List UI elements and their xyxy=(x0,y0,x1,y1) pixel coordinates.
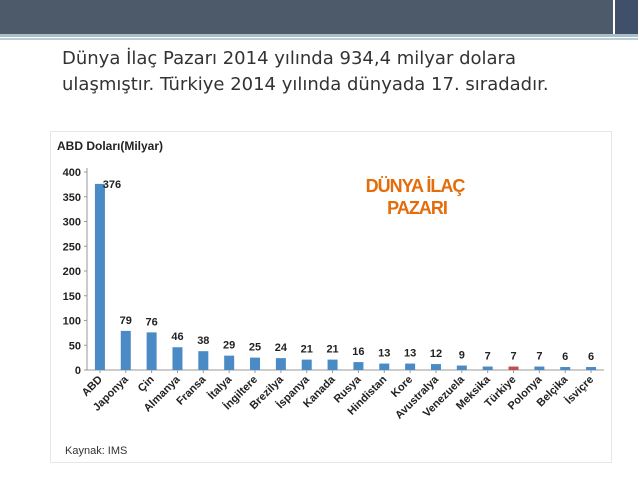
subtitle-line-1: Dünya İlaç Pazarı 2014 yılında 934,4 mil… xyxy=(62,48,516,69)
data-label: 13 xyxy=(404,348,416,360)
data-label: 25 xyxy=(249,342,261,354)
y-tick-label: 100 xyxy=(63,316,81,328)
y-axis-label: ABD Doları(Milyar) xyxy=(57,139,163,153)
bar xyxy=(482,366,493,370)
bar xyxy=(172,347,183,370)
bar xyxy=(353,362,364,370)
slide-subtitle: Dünya İlaç Pazarı 2014 yılında 934,4 mil… xyxy=(62,46,622,98)
bar xyxy=(275,358,286,370)
data-label: 38 xyxy=(197,335,209,347)
data-label: 376 xyxy=(103,179,121,191)
data-label: 9 xyxy=(459,350,465,362)
data-label: 6 xyxy=(562,351,568,363)
data-label: 46 xyxy=(171,331,183,343)
bar xyxy=(456,365,467,370)
bar xyxy=(430,364,441,370)
subtitle-line-2: ulaşmıştır. Türkiye 2014 yılında dünyada… xyxy=(62,74,549,95)
chart-title-line-1: DÜNYA İLAÇ xyxy=(366,176,466,196)
bar xyxy=(94,183,105,370)
data-label: 79 xyxy=(120,315,132,327)
y-tick-label: 400 xyxy=(63,167,81,179)
chart-panel: ABD Doları(Milyar) Kaynak: IMS DÜNYA İLA… xyxy=(50,131,612,463)
slide-header-bar xyxy=(0,0,638,40)
chart-title-line-2: PAZARI xyxy=(387,198,447,218)
bar xyxy=(534,366,545,370)
y-tick-label: 300 xyxy=(63,217,81,229)
header-accent-block xyxy=(613,0,638,34)
source-note: Kaynak: IMS xyxy=(65,445,127,457)
bar xyxy=(327,359,338,370)
x-tick-label: Fransa xyxy=(174,373,209,408)
data-label: 7 xyxy=(510,351,516,363)
y-tick-label: 150 xyxy=(63,291,81,303)
y-tick-label: 350 xyxy=(63,192,81,204)
bar xyxy=(120,330,131,370)
header-dark-band xyxy=(0,0,613,34)
data-label: 21 xyxy=(301,344,313,356)
bar xyxy=(508,366,519,370)
data-label: 7 xyxy=(485,351,491,363)
header-divider-line xyxy=(0,34,638,37)
bar xyxy=(379,363,390,370)
chart-title: DÜNYA İLAÇ PAZARI xyxy=(366,176,469,218)
data-label: 29 xyxy=(223,340,235,352)
bar xyxy=(146,332,157,370)
y-tick-label: 0 xyxy=(75,365,81,377)
data-label: 6 xyxy=(588,351,594,363)
data-label: 13 xyxy=(378,348,390,360)
header-divider-line-thin xyxy=(0,38,638,40)
data-label: 16 xyxy=(352,346,364,358)
bar xyxy=(198,351,209,370)
bar-chart: ABD Doları(Milyar) Kaynak: IMS DÜNYA İLA… xyxy=(57,139,604,457)
bar xyxy=(586,367,597,370)
data-label: 24 xyxy=(275,342,288,354)
data-label: 76 xyxy=(146,316,158,328)
x-tick-label: İsviçre xyxy=(562,373,596,407)
data-label: 7 xyxy=(536,351,542,363)
y-tick-label: 250 xyxy=(63,241,81,253)
bar xyxy=(250,357,261,370)
x-tick-label: Çin xyxy=(136,373,157,394)
bar xyxy=(301,359,312,370)
data-label: 12 xyxy=(430,348,442,360)
bar xyxy=(224,355,235,370)
data-label: 21 xyxy=(326,344,338,356)
bar xyxy=(405,363,416,370)
bar xyxy=(560,367,571,370)
y-tick-label: 50 xyxy=(69,340,81,352)
y-tick-label: 200 xyxy=(63,266,81,278)
